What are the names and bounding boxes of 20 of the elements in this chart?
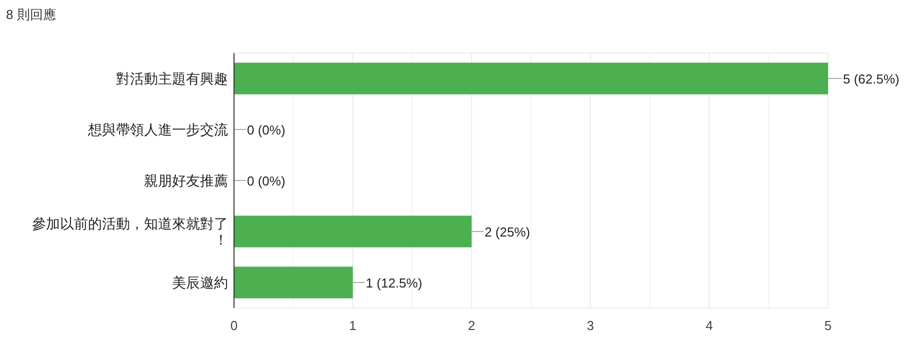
x-tick-label: 1 bbox=[349, 318, 356, 333]
y-tick-label: 美辰邀約 bbox=[172, 274, 228, 290]
data-label: 0 (0%) bbox=[247, 174, 286, 188]
data-label: 0 (0%) bbox=[247, 122, 286, 138]
x-tick-label: 4 bbox=[706, 318, 713, 333]
text: 8 則回應 bbox=[6, 7, 56, 22]
data-label: 5 (62.5%) bbox=[843, 72, 900, 86]
x-tick-label: 5 bbox=[824, 318, 832, 333]
y-tick-label: 想與帶領人進一步交流 bbox=[87, 122, 228, 138]
bar bbox=[234, 62, 828, 94]
data-label: 1 (12.5%) bbox=[366, 276, 422, 290]
data-label: 2 (25%) bbox=[484, 224, 530, 240]
y-tick-label: 親朋好友推薦 bbox=[144, 172, 228, 188]
x-tick-label: 2 bbox=[468, 318, 476, 333]
bar bbox=[234, 266, 353, 298]
y-tick-label: 參加以前的活動，知道來就對了！ bbox=[32, 216, 228, 248]
x-tick-label: 0 bbox=[230, 318, 238, 333]
y-tick-label: 對活動主題有興趣 bbox=[116, 70, 228, 86]
bar bbox=[234, 216, 472, 248]
x-tick-label: 3 bbox=[586, 318, 594, 333]
